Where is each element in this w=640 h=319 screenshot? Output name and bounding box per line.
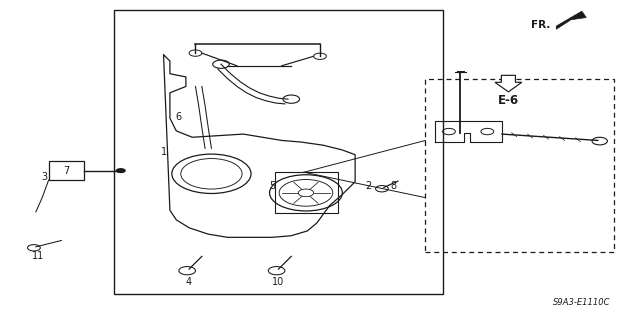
Text: FR.: FR.: [531, 19, 550, 30]
Text: 7: 7: [63, 166, 70, 176]
Bar: [49, 161, 84, 180]
FancyArrow shape: [495, 75, 522, 92]
Bar: [115, 10, 444, 294]
Text: 8: 8: [390, 182, 397, 191]
Text: 11: 11: [31, 251, 44, 261]
Polygon shape: [556, 11, 586, 29]
Text: 4: 4: [186, 277, 192, 287]
Text: S9A3-E1110C: S9A3-E1110C: [553, 298, 611, 307]
Bar: [275, 172, 338, 213]
Text: E-6: E-6: [498, 94, 519, 107]
Text: 5: 5: [269, 182, 275, 191]
Text: 1: 1: [161, 146, 166, 157]
Bar: [426, 78, 614, 252]
Text: 10: 10: [273, 277, 285, 287]
Text: 2: 2: [365, 182, 371, 191]
Text: 6: 6: [175, 112, 181, 122]
Text: 3: 3: [41, 172, 47, 182]
Circle shape: [116, 168, 126, 173]
